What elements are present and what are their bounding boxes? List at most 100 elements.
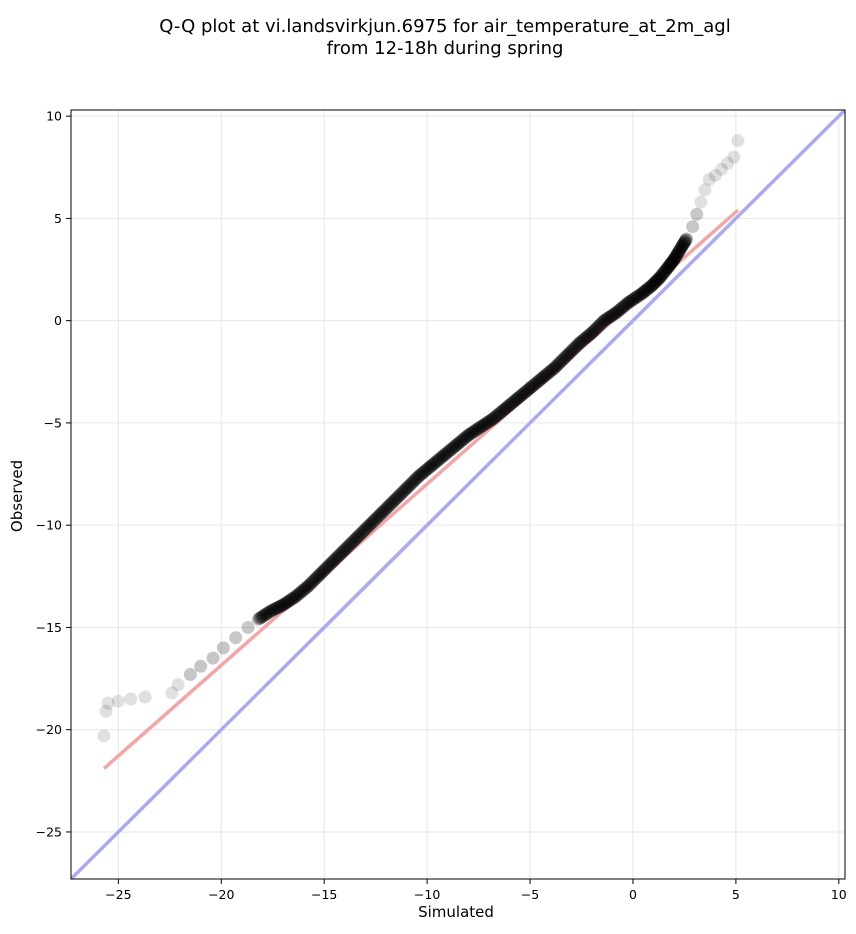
data-point — [382, 499, 396, 513]
data-point — [339, 541, 353, 555]
data-point — [670, 248, 684, 262]
data-point — [502, 399, 516, 413]
data-point — [576, 333, 590, 347]
data-point — [657, 266, 671, 280]
data-point — [461, 428, 475, 442]
data-point — [430, 454, 444, 468]
data-point — [649, 274, 663, 288]
data-point — [675, 239, 689, 253]
data-point — [275, 599, 289, 613]
data-point — [667, 252, 681, 266]
data-point — [579, 331, 593, 345]
data-point — [587, 323, 601, 337]
data-point — [592, 319, 606, 333]
data-point — [648, 276, 662, 290]
data-point — [663, 257, 677, 271]
data-point — [403, 478, 417, 492]
data-point — [377, 503, 391, 517]
data-point — [383, 497, 397, 511]
data-point — [353, 528, 367, 542]
data-point — [360, 521, 374, 535]
data-point — [454, 434, 468, 448]
data-point — [404, 476, 418, 490]
y-tick-label: −10 — [36, 518, 62, 533]
data-point — [265, 603, 279, 617]
data-point — [307, 573, 321, 587]
data-point — [635, 286, 649, 300]
data-point — [469, 423, 483, 437]
data-point — [577, 332, 591, 346]
data-point — [453, 435, 467, 449]
fit-line-group — [102, 208, 740, 770]
data-point — [395, 486, 409, 500]
data-point — [165, 686, 179, 700]
data-point — [636, 285, 650, 299]
data-point — [517, 386, 531, 400]
data-point — [138, 690, 152, 704]
data-point — [325, 555, 339, 569]
x-tick-label: −10 — [414, 887, 440, 902]
data-point — [365, 516, 379, 530]
data-point — [619, 297, 633, 311]
data-point — [350, 530, 364, 544]
data-point — [314, 566, 328, 580]
data-point — [345, 535, 359, 549]
data-points — [97, 134, 745, 743]
data-point — [333, 548, 347, 562]
y-axis-label: Observed — [8, 460, 26, 532]
data-point — [322, 559, 336, 573]
data-point — [565, 344, 579, 358]
data-point — [451, 436, 465, 450]
data-point — [580, 330, 594, 344]
data-point — [714, 162, 728, 176]
data-point — [678, 235, 692, 249]
data-point — [456, 432, 470, 446]
data-point — [643, 280, 657, 294]
data-point — [458, 431, 472, 445]
data-point — [561, 347, 575, 361]
data-point — [676, 238, 690, 252]
data-point — [532, 374, 546, 388]
data-point — [535, 371, 549, 385]
data-point — [569, 340, 583, 354]
data-point — [343, 538, 357, 552]
data-point — [509, 392, 523, 406]
data-point — [311, 570, 325, 584]
data-point — [488, 410, 502, 424]
data-point — [432, 453, 446, 467]
identity-line — [71, 110, 845, 879]
data-point — [664, 256, 678, 270]
data-point — [356, 524, 370, 538]
data-point — [533, 373, 547, 387]
data-point — [500, 401, 514, 415]
data-point — [398, 483, 412, 497]
data-point — [632, 289, 646, 303]
x-tick-label: −25 — [105, 887, 131, 902]
data-point — [444, 443, 458, 457]
data-point — [694, 195, 708, 209]
data-point — [253, 611, 267, 625]
data-point — [335, 545, 349, 559]
fit-line — [102, 208, 740, 770]
data-point — [381, 500, 395, 514]
data-point — [309, 571, 323, 585]
data-point — [485, 413, 499, 427]
data-point — [647, 276, 661, 290]
data-point — [645, 279, 658, 293]
data-point — [526, 379, 540, 393]
data-point — [610, 305, 624, 319]
data-point — [496, 404, 510, 418]
data-point — [481, 415, 495, 429]
data-point — [183, 667, 197, 681]
y-tick-label: 10 — [46, 109, 62, 124]
data-point — [440, 446, 454, 460]
data-point — [582, 328, 596, 342]
data-point — [626, 293, 640, 307]
data-point — [674, 241, 688, 255]
data-point — [628, 291, 642, 305]
data-point — [522, 382, 536, 396]
data-point — [537, 370, 551, 384]
data-point — [370, 511, 384, 525]
